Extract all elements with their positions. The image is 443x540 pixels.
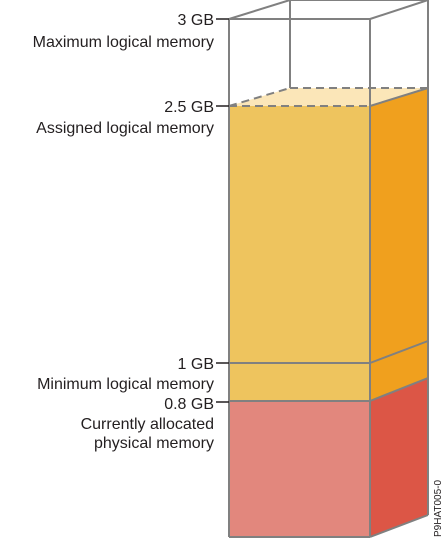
assigned-description-label: Assigned logical memory: [36, 120, 214, 137]
assigned-level-side-line: [369, 87, 429, 107]
physical-level-side-line: [369, 377, 429, 402]
physical-memory-side-face: [370, 378, 428, 537]
assigned-memory-top-face: [229, 88, 428, 106]
min-description-label: Minimum logical memory: [37, 376, 214, 393]
assigned-value-label: 2.5 GB: [164, 99, 214, 116]
physical-memory-front-face: [229, 401, 370, 537]
max-value-label: 3 GB: [178, 12, 214, 29]
level-ticks: [216, 18, 229, 403]
assigned-memory-front-face: [229, 106, 370, 401]
min-level-side-line: [369, 340, 429, 364]
assigned-memory-side-face: [370, 88, 428, 401]
physical-value-label: 0.8 GB: [164, 396, 214, 413]
min-value-label: 1 GB: [178, 356, 214, 373]
figure-id: P9HAT005-0: [433, 479, 443, 537]
max-description-label: Maximum logical memory: [33, 34, 214, 51]
assigned-level-left-line: [228, 87, 291, 107]
level-lines: [228, 87, 429, 402]
physical-description-line-1: Currently allocated: [81, 416, 214, 433]
physical-description-line-2: physical memory: [94, 435, 214, 452]
box-back-edges: [289, 0, 428, 88]
level-labels: 3 GB Maximum logical memory 2.5 GB Assig…: [33, 12, 214, 452]
